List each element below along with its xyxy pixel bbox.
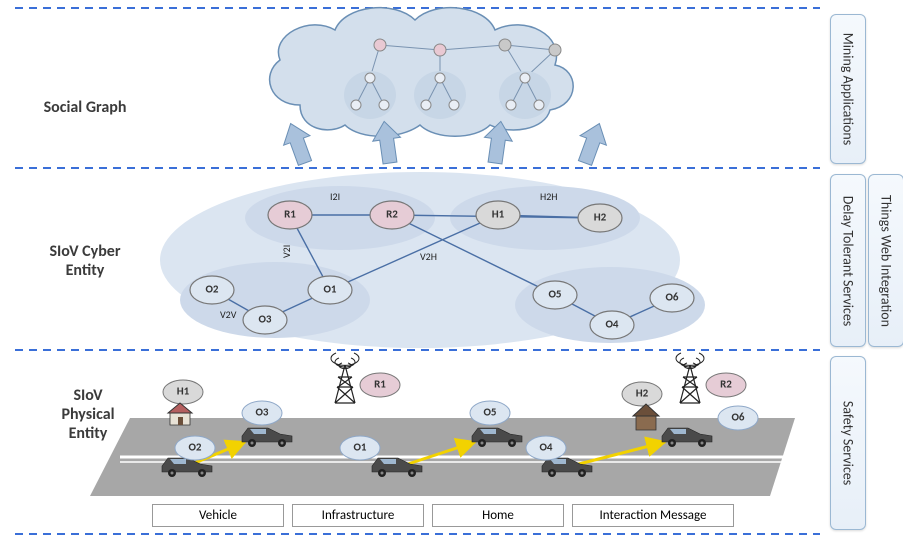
svg-text:O5: O5 [483, 406, 496, 419]
svg-text:O6: O6 [665, 291, 678, 304]
legend-interaction: Interaction Message [572, 504, 734, 527]
svg-text:V2I: V2I [280, 245, 293, 258]
svg-text:R2: R2 [386, 208, 398, 221]
svg-text:R1: R1 [374, 378, 386, 391]
svg-text:R2: R2 [720, 378, 732, 391]
label-physical-entity: SIoVPhysicalEntity [28, 386, 148, 444]
svg-text:O6: O6 [731, 411, 744, 424]
sidebox-safety: Safety Services [830, 356, 866, 530]
sidebox-mining: Mining Applications [830, 14, 866, 164]
svg-text:O2: O2 [188, 441, 201, 454]
svg-text:O3: O3 [255, 406, 268, 419]
svg-text:H2: H2 [594, 211, 607, 224]
svg-text:H1: H1 [177, 385, 190, 398]
svg-text:H2: H2 [636, 387, 649, 400]
legend-vehicle: Vehicle [152, 504, 284, 527]
svg-text:O5: O5 [548, 288, 561, 301]
svg-text:O1: O1 [353, 441, 366, 454]
svg-text:O2: O2 [205, 283, 218, 296]
legend-home: Home [432, 504, 564, 527]
svg-text:O1: O1 [323, 283, 336, 296]
svg-text:H1: H1 [492, 208, 505, 221]
svg-text:V2V: V2V [220, 308, 237, 321]
svg-text:O4: O4 [605, 318, 618, 331]
svg-text:O4: O4 [539, 441, 552, 454]
svg-text:I2I: I2I [330, 190, 340, 203]
svg-text:V2H: V2H [420, 250, 437, 263]
svg-text:H2H: H2H [540, 190, 558, 203]
legend-infrastructure: Infrastructure [292, 504, 424, 527]
svg-text:O3: O3 [258, 313, 271, 326]
label-social-graph: Social Graph [15, 98, 155, 117]
sidebox-things: Things Web Integration [868, 174, 903, 347]
sidebox-delay: Delay Tolerant Services [830, 174, 866, 347]
svg-text:R1: R1 [284, 208, 296, 221]
label-cyber-entity: SIoV CyberEntity [15, 242, 155, 280]
